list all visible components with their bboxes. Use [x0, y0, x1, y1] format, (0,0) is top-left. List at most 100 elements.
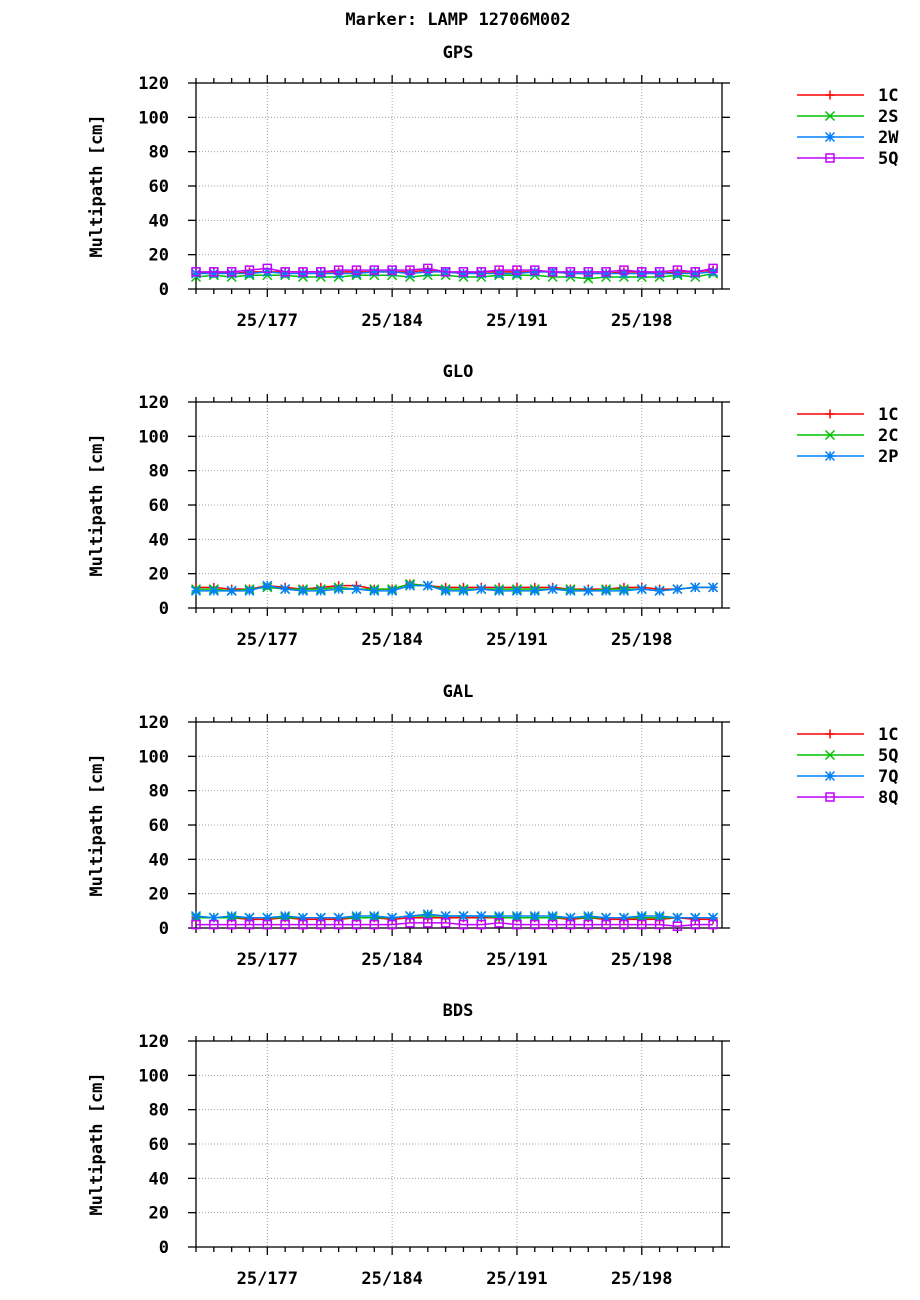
data-point — [423, 918, 433, 928]
data-point — [190, 268, 202, 279]
data-point — [262, 912, 273, 923]
data-point — [280, 584, 291, 595]
x-tick-label: 25/191 — [486, 1269, 547, 1289]
bds-title: BDS — [443, 1001, 474, 1021]
data-point — [316, 919, 326, 930]
data-point — [529, 910, 540, 922]
x-tick-label: 25/191 — [486, 311, 547, 331]
data-point — [209, 919, 219, 930]
x-tick-label: 25/184 — [361, 950, 422, 970]
data-point — [690, 919, 701, 930]
x-tick-label: 25/177 — [237, 630, 298, 650]
legend-entry-5q: 5Q — [797, 746, 898, 766]
data-point — [690, 912, 701, 923]
legend-entry-8q: 8Q — [797, 788, 898, 808]
x-tick-label: 25/191 — [486, 950, 547, 970]
data-point — [654, 919, 665, 930]
data-point — [511, 585, 522, 596]
x-tick-label: 25/198 — [611, 311, 672, 331]
data-point — [315, 268, 326, 279]
data-point — [619, 265, 629, 275]
data-point — [458, 585, 469, 596]
data-point — [547, 267, 558, 277]
legend-label: 5Q — [878, 746, 898, 766]
data-point — [404, 910, 415, 922]
y-tick-label: 0 — [159, 599, 169, 619]
data-point — [654, 910, 665, 922]
series-line — [195, 272, 714, 280]
data-point — [601, 585, 612, 596]
data-point — [440, 910, 451, 922]
data-point — [369, 266, 380, 277]
x-tick-label: 25/184 — [361, 311, 422, 331]
legend-marker — [825, 409, 835, 419]
legend-marker — [825, 153, 835, 163]
data-point — [654, 268, 665, 279]
data-point — [387, 585, 398, 596]
y-tick-label: 80 — [149, 782, 169, 802]
x-tick-label: 25/198 — [611, 1269, 672, 1289]
y-tick-label: 40 — [149, 850, 169, 870]
y-tick-label: 120 — [138, 74, 169, 94]
data-point — [636, 910, 647, 922]
data-point — [404, 580, 415, 591]
legend-marker — [825, 90, 835, 100]
legend-marker — [824, 749, 836, 761]
x-tick-label: 25/198 — [611, 630, 672, 650]
data-point — [333, 912, 344, 923]
data-point — [654, 267, 665, 277]
data-point — [333, 919, 344, 930]
data-point — [387, 912, 398, 923]
data-point — [315, 912, 326, 923]
series-line — [196, 922, 714, 928]
data-point — [333, 584, 344, 595]
data-point — [654, 585, 665, 596]
data-point — [244, 919, 255, 930]
legend-entry-1c: 1C — [797, 86, 898, 106]
legend-label: 7Q — [878, 767, 898, 787]
y-tick-label: 100 — [138, 1066, 169, 1086]
bds-panel: BDS 0 20 40 60 80 100 120 Multipath [cm] 25/177 25… — [87, 1001, 730, 1289]
data-point — [387, 266, 398, 277]
y-tick-label: 20 — [149, 885, 169, 905]
legend-marker — [824, 450, 836, 462]
data-point — [583, 585, 594, 596]
data-point — [619, 919, 629, 930]
data-point — [440, 585, 451, 596]
y-tick-label: 40 — [149, 530, 169, 550]
data-point — [190, 585, 202, 596]
data-point — [297, 912, 309, 923]
y-tick-label: 20 — [149, 1204, 169, 1224]
gps-ylabel: Multipath [cm] — [87, 114, 107, 257]
legend-entry-2p: 2P — [797, 447, 898, 467]
data-point — [511, 910, 522, 922]
legend-label: 1C — [878, 86, 898, 106]
legend-marker — [824, 131, 836, 143]
data-point — [583, 919, 594, 930]
data-point — [351, 265, 362, 275]
data-point — [226, 267, 237, 277]
data-point — [636, 268, 647, 279]
legend-marker — [824, 110, 836, 122]
y-tick-label: 60 — [149, 1135, 169, 1155]
data-point — [298, 267, 308, 277]
gal-series-8q — [191, 918, 718, 932]
y-tick-label: 0 — [159, 919, 169, 939]
x-tick-label: 25/177 — [237, 311, 298, 331]
y-tick-label: 120 — [138, 1032, 169, 1052]
data-point — [690, 582, 701, 593]
data-point — [494, 910, 505, 922]
data-point — [476, 584, 487, 595]
legend-entry-1c: 1C — [797, 725, 898, 745]
data-point — [494, 585, 505, 596]
data-point — [369, 265, 380, 275]
data-point — [583, 267, 594, 277]
data-point — [708, 912, 719, 923]
data-point — [618, 912, 629, 923]
glo-panel: GLO 0 20 40 60 80 100 120 Multipath [cm] 25/177 25… — [87, 362, 898, 650]
data-point — [565, 912, 576, 923]
data-point — [280, 919, 290, 930]
data-point — [298, 919, 308, 930]
data-point — [369, 910, 380, 922]
data-point — [226, 268, 237, 279]
